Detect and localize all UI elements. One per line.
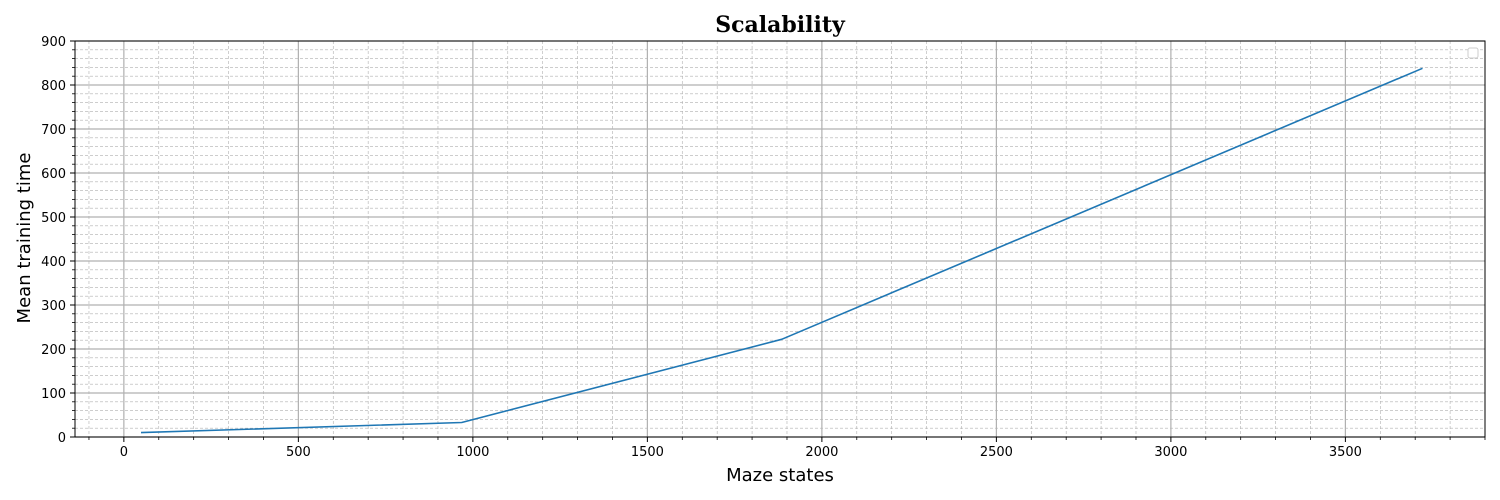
y-tick-label: 600 bbox=[41, 167, 66, 182]
minor-grid bbox=[75, 41, 1486, 437]
y-tick-label: 100 bbox=[41, 387, 66, 402]
chart-title: Scalability bbox=[715, 12, 846, 38]
y-axis-label: Mean training time bbox=[14, 153, 35, 324]
major-grid bbox=[75, 40, 1485, 438]
x-tick-label: 3500 bbox=[1329, 445, 1362, 460]
plot-frame bbox=[74, 40, 1486, 438]
legend-box bbox=[1467, 47, 1479, 59]
x-tick-label: 0 bbox=[120, 445, 128, 460]
x-tick-label: 1500 bbox=[631, 445, 664, 460]
x-tick-label: 2000 bbox=[805, 445, 838, 460]
x-tick-label: 2500 bbox=[980, 445, 1013, 460]
x-tick-label: 1000 bbox=[456, 445, 489, 460]
axis-ticks: 0 500 1000 1500 2000 2500 3000 3500 0 100 200 300 40… bbox=[41, 35, 1486, 460]
y-tick-label: 800 bbox=[41, 79, 66, 94]
x-tick-label: 3000 bbox=[1154, 445, 1187, 460]
y-tick-label: 200 bbox=[41, 343, 66, 358]
y-tick-label: 700 bbox=[41, 123, 66, 138]
y-tick-label: 500 bbox=[41, 211, 66, 226]
x-axis-label: Maze states bbox=[726, 465, 834, 486]
x-tick-label: 500 bbox=[286, 445, 311, 460]
y-tick-label: 0 bbox=[58, 431, 66, 446]
y-tick-label: 900 bbox=[41, 35, 66, 50]
series-line-0 bbox=[140, 67, 1423, 434]
y-tick-label: 300 bbox=[41, 299, 66, 314]
y-tick-label: 400 bbox=[41, 255, 66, 270]
series-layer bbox=[140, 67, 1423, 434]
